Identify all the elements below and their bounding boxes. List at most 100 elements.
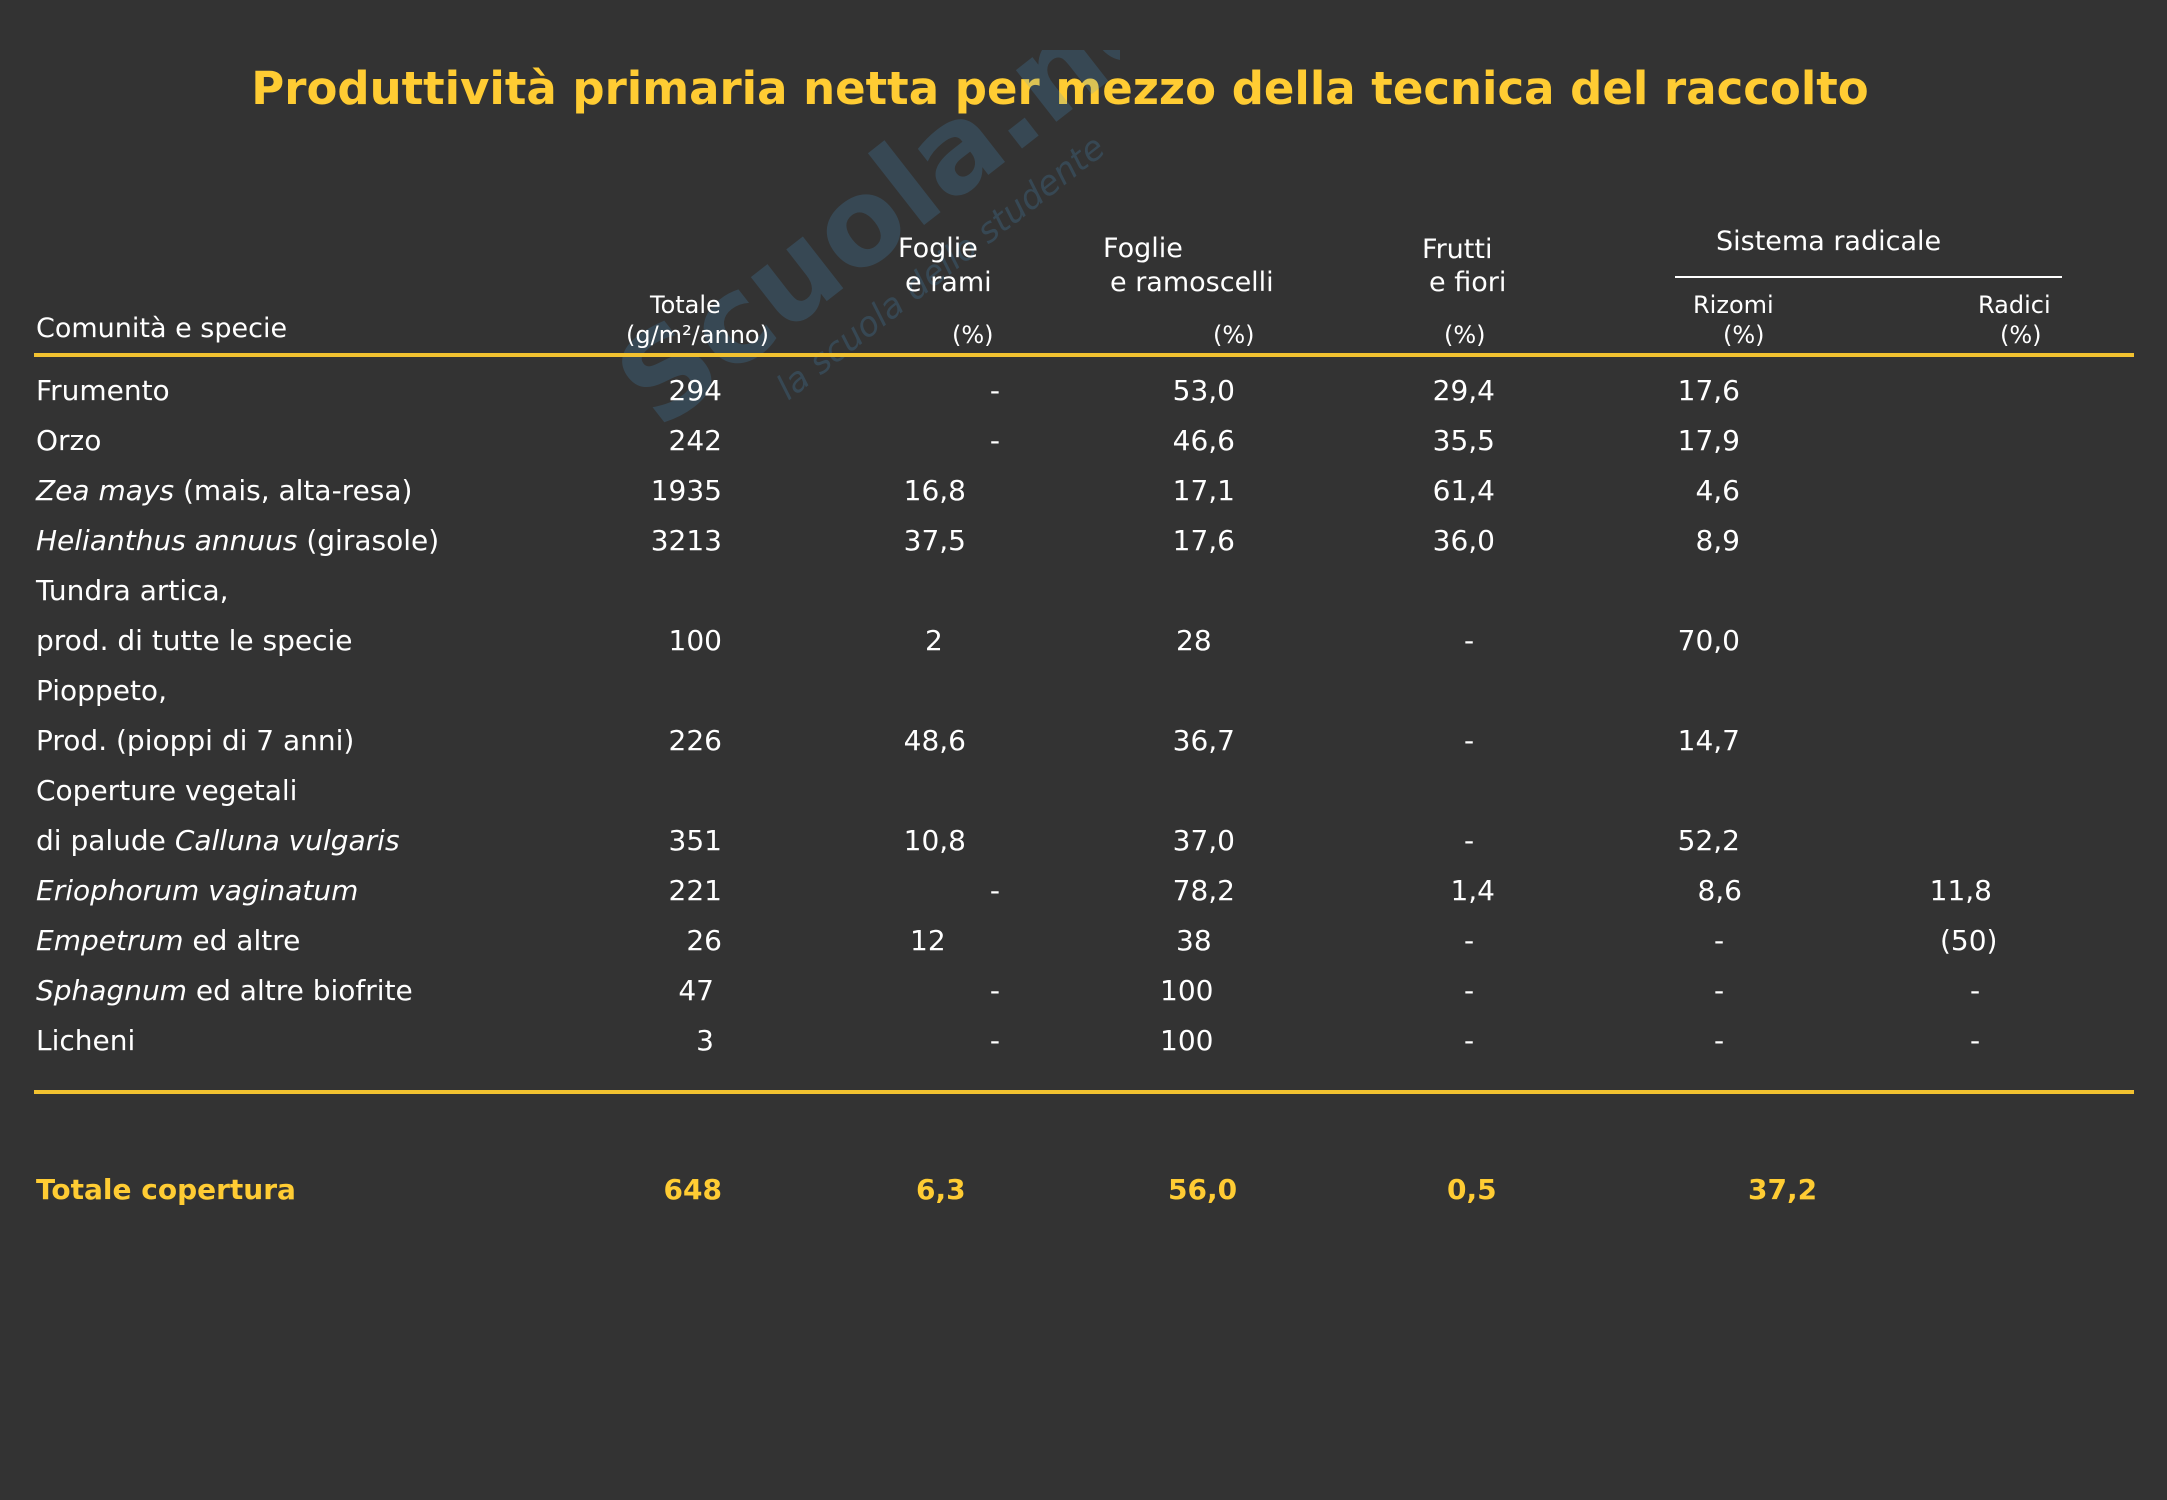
cell-foglie-ramoscelli: 100 xyxy=(1160,974,1214,1007)
table-body: Frumento 294 - 53,0 29,4 17,6 Orzo 242 -… xyxy=(0,371,2167,1071)
cell-rizomi: 52,2 xyxy=(1677,824,1740,857)
cell-foglie-rami: 10,8 xyxy=(903,824,966,857)
cell-totale: 226 xyxy=(668,724,722,757)
cell-rizomi: 4,6 xyxy=(1695,474,1740,507)
header-totale-label: Totale xyxy=(650,291,721,319)
header-species: Comunità e specie xyxy=(36,313,288,344)
cell-totale: 221 xyxy=(668,874,722,907)
cell-foglie-rami: - xyxy=(989,424,1000,457)
cell-foglie-rami: - xyxy=(989,374,1000,407)
table-row: Sphagnum ed altre biofrite 47 - 100 - - … xyxy=(0,971,2167,1021)
species-latin: Zea mays xyxy=(36,474,175,507)
cell-foglie-rami: - xyxy=(989,874,1000,907)
cell-frutti: 36,0 xyxy=(1432,524,1495,557)
table-row: Pioppeto, xyxy=(0,671,2167,721)
header-sistema-underline xyxy=(1675,276,2062,278)
cell-foglie-rami: 37,5 xyxy=(903,524,966,557)
header-foglie-rami-1: Foglie xyxy=(898,233,978,264)
cell-totale: 242 xyxy=(668,424,722,457)
cell-frutti: 29,4 xyxy=(1432,374,1495,407)
row-name: Empetrum ed altre xyxy=(36,921,300,961)
table-row: Eriophorum vaginatum 221 - 78,2 1,4 8,6 … xyxy=(0,871,2167,921)
cell-frutti: 1,4 xyxy=(1450,874,1495,907)
cell-foglie-ramoscelli: 100 xyxy=(1160,1024,1214,1057)
header-rule xyxy=(34,353,2134,357)
cell-rizomi: 8,9 xyxy=(1695,524,1740,557)
cell-radici: - xyxy=(1970,1024,1981,1057)
cell-rizomi: 17,9 xyxy=(1677,424,1740,457)
cell-frutti: - xyxy=(1464,624,1475,657)
header-foglie-ramoscelli-unit: (%) xyxy=(1213,321,1255,349)
cell-radici: - xyxy=(1970,974,1981,1007)
cell-frutti: - xyxy=(1464,924,1475,957)
cell-frutti: - xyxy=(1464,974,1475,1007)
cell-totale: 47 xyxy=(678,974,714,1007)
cell-foglie-ramoscelli: 17,6 xyxy=(1172,524,1235,557)
row-name: di palude Calluna vulgaris xyxy=(36,821,400,861)
cell-frutti: - xyxy=(1464,724,1475,757)
cell-frutti: - xyxy=(1464,824,1475,857)
total-foglie-ramoscelli: 56,0 xyxy=(1168,1173,1238,1206)
page-title: Produttività primaria netta per mezzo de… xyxy=(251,62,1869,115)
cell-foglie-ramoscelli: 53,0 xyxy=(1172,374,1235,407)
header-totale-unit: (g/m²/anno) xyxy=(626,321,769,349)
cell-foglie-rami: - xyxy=(989,1024,1000,1057)
header-foglie-ramoscelli-1: Foglie xyxy=(1103,233,1183,264)
table-row: Empetrum ed altre 26 12 38 - - (50) xyxy=(0,921,2167,971)
watermark-logo: Scuola.net la scuola dello studente xyxy=(592,50,1120,430)
cell-rizomi: - xyxy=(1714,924,1725,957)
table-row: Zea mays (mais, alta-resa) 1935 16,8 17,… xyxy=(0,471,2167,521)
row-name-prefix: di palude xyxy=(36,824,175,857)
cell-totale: 26 xyxy=(686,924,722,957)
total-label: Totale copertura xyxy=(36,1173,296,1206)
row-name: Zea mays (mais, alta-resa) xyxy=(36,471,412,511)
total-totale: 648 xyxy=(663,1173,722,1206)
row-name: Eriophorum vaginatum xyxy=(36,871,358,911)
cell-rizomi: 70,0 xyxy=(1677,624,1740,657)
species-latin: Sphagnum xyxy=(36,974,187,1007)
table-row: Licheni 3 - 100 - - - xyxy=(0,1021,2167,1071)
row-name: Coperture vegetali xyxy=(36,774,298,807)
cell-foglie-ramoscelli: 38 xyxy=(1176,924,1212,957)
cell-radici: 11,8 xyxy=(1929,874,1992,907)
cell-frutti: - xyxy=(1464,1024,1475,1057)
cell-foglie-ramoscelli: 46,6 xyxy=(1172,424,1235,457)
species-latin: Calluna vulgaris xyxy=(174,824,400,857)
cell-totale: 3 xyxy=(696,1024,714,1057)
species-common: (mais, alta-resa) xyxy=(174,474,413,507)
cell-foglie-ramoscelli: 28 xyxy=(1176,624,1212,657)
cell-foglie-rami: 12 xyxy=(910,924,946,957)
header-frutti-unit: (%) xyxy=(1444,321,1486,349)
table-row: prod. di tutte le specie 100 2 28 - 70,0 xyxy=(0,621,2167,671)
cell-foglie-ramoscelli: 37,0 xyxy=(1172,824,1235,857)
table-row: di palude Calluna vulgaris 351 10,8 37,0… xyxy=(0,821,2167,871)
row-name: prod. di tutte le specie xyxy=(36,624,353,657)
row-name: Orzo xyxy=(36,424,102,457)
cell-rizomi: 14,7 xyxy=(1677,724,1740,757)
header-foglie-rami-2: e rami xyxy=(905,267,992,298)
cell-foglie-ramoscelli: 17,1 xyxy=(1172,474,1235,507)
header-sistema-radicale: Sistema radicale xyxy=(1716,226,1942,257)
header-rizomi-unit: (%) xyxy=(1723,321,1765,349)
species-common: ed altre biofrite xyxy=(187,974,413,1007)
table-row: Prod. (pioppi di 7 anni) 226 48,6 36,7 -… xyxy=(0,721,2167,771)
cell-foglie-ramoscelli: 36,7 xyxy=(1172,724,1235,757)
cell-totale: 1935 xyxy=(650,474,722,507)
cell-frutti: 61,4 xyxy=(1432,474,1495,507)
header-radici-unit: (%) xyxy=(2000,321,2042,349)
header-foglie-rami-unit: (%) xyxy=(952,321,994,349)
cell-frutti: 35,5 xyxy=(1432,424,1495,457)
footer-rule xyxy=(34,1090,2134,1094)
row-name: Tundra artica, xyxy=(36,574,229,607)
cell-foglie-rami: - xyxy=(989,974,1000,1007)
cell-foglie-rami: 16,8 xyxy=(903,474,966,507)
cell-rizomi: - xyxy=(1714,1024,1725,1057)
table-row: Frumento 294 - 53,0 29,4 17,6 xyxy=(0,371,2167,421)
header-frutti-1: Frutti xyxy=(1422,234,1493,265)
species-common: (girasole) xyxy=(297,524,440,557)
row-name: Prod. (pioppi di 7 anni) xyxy=(36,724,355,757)
row-name: Helianthus annuus (girasole) xyxy=(36,521,439,561)
species-latin: Helianthus annuus xyxy=(36,524,298,557)
header-rizomi: Rizomi xyxy=(1693,291,1774,319)
species-common: ed altre xyxy=(183,924,301,957)
